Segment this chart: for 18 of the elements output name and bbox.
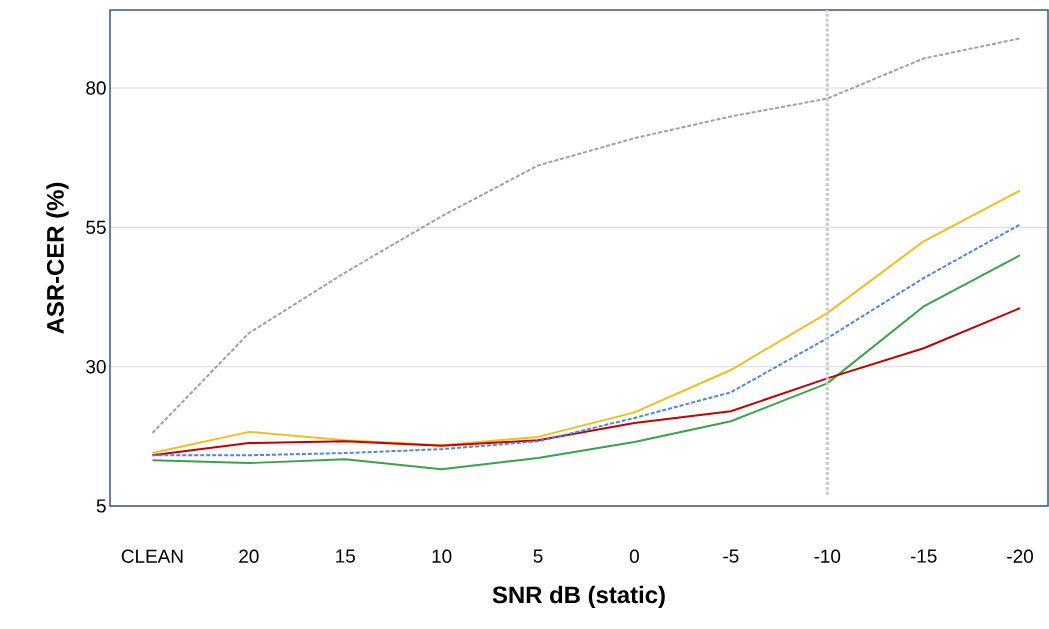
x-tick-label: -15 xyxy=(910,549,937,563)
x-tick-label: -20 xyxy=(1007,549,1033,563)
x-tick-label: 5 xyxy=(533,549,543,563)
line-series xyxy=(151,37,1022,434)
x-tick-label: 10 xyxy=(432,549,452,563)
x-tick-label: CLEAN xyxy=(121,549,183,563)
x-axis-title: SNR dB (static) xyxy=(492,585,665,609)
x-tick-label: 0 xyxy=(629,549,639,563)
y-axis-title: ASR-CER (%) xyxy=(46,182,69,334)
line-series xyxy=(151,254,1022,471)
x-tick-label: 20 xyxy=(239,549,259,563)
x-tick-label: -5 xyxy=(723,549,739,563)
x-tick-label: 15 xyxy=(336,549,355,563)
y-tick-label: 30 xyxy=(86,359,106,374)
x-tick-label: -10 xyxy=(814,549,841,563)
y-tick-label: 5 xyxy=(96,499,106,513)
y-tick-label: 80 xyxy=(86,81,106,95)
y-tick-label: 55 xyxy=(86,220,106,234)
